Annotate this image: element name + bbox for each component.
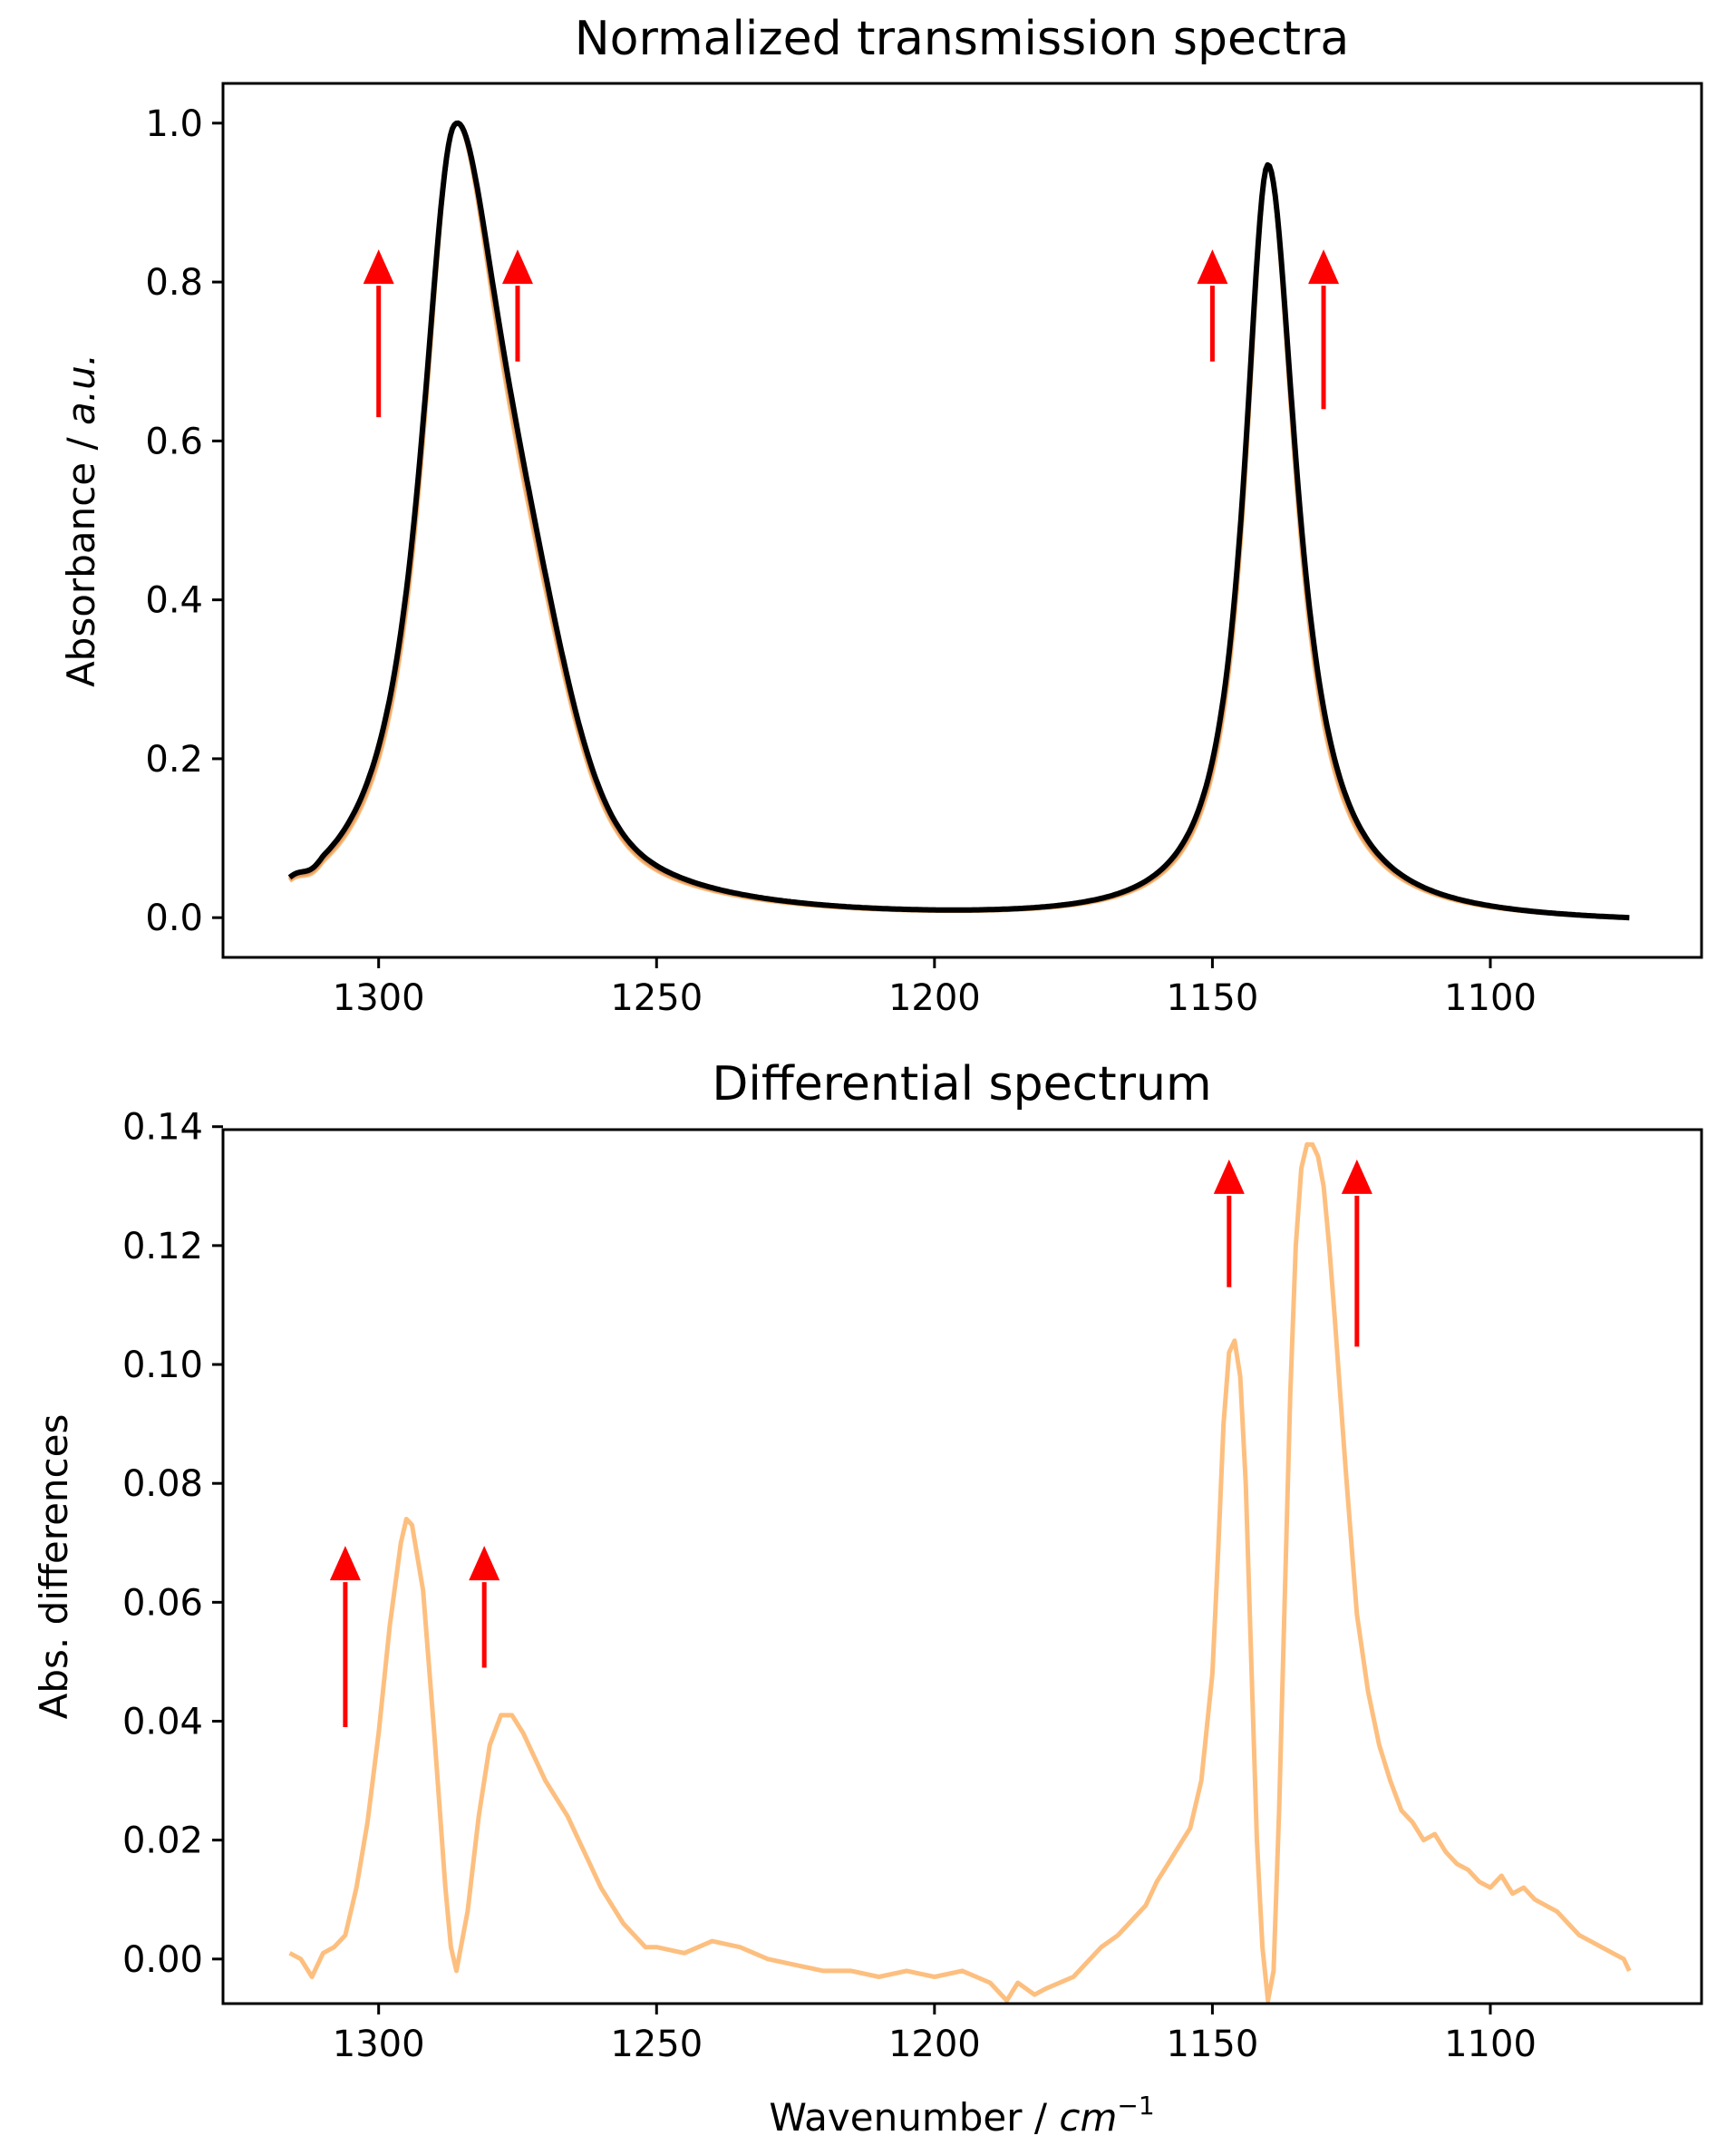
xlabel-prefix: Wavenumber / <box>769 2095 1059 2140</box>
top-x-tick-label: 1250 <box>610 977 703 1019</box>
top-x-tick-label: 1150 <box>1167 977 1259 1019</box>
bottom-arrow <box>1213 1159 1245 1287</box>
top-y-tick-label: 0.0 <box>145 898 203 939</box>
bottom-chart-xlabel: Wavenumber / cm−1 <box>769 2091 1154 2140</box>
bottom-series-line-differential <box>288 1141 1632 2004</box>
top-series-line-sample-2 <box>288 121 1630 920</box>
top-arrow-head <box>1308 249 1340 285</box>
top-arrows <box>363 249 1340 418</box>
bottom-y-tick-label: 0.10 <box>122 1344 203 1386</box>
bottom-arrow-head <box>1341 1159 1372 1194</box>
top-arrow <box>1197 249 1228 362</box>
bottom-y-tick-label: 0.08 <box>122 1463 203 1505</box>
top-plot-frame <box>221 82 1703 959</box>
top-arrow-head <box>501 249 533 285</box>
bottom-x-tick-label: 1250 <box>610 2024 703 2065</box>
top-ylabel-unit: a.u. <box>59 354 103 425</box>
top-y-tick-label: 1.0 <box>145 103 203 145</box>
bottom-arrow-head <box>329 1546 361 1581</box>
top-chart-ylabel: Absorbance / a.u. <box>59 354 103 687</box>
bottom-arrow <box>1341 1159 1372 1347</box>
bottom-x-ticks: 1300 1250 1200 1150 1100 <box>333 2004 1537 2065</box>
bottom-arrows <box>329 1159 1372 1728</box>
top-y-tick-label: 0.8 <box>145 262 203 304</box>
bottom-chart: Differential spectrum Abs. differences W… <box>32 1057 1703 2140</box>
bottom-chart-ylabel: Abs. differences <box>32 1414 76 1720</box>
bottom-x-tick-label: 1150 <box>1167 2024 1259 2065</box>
bottom-series <box>288 1141 1632 2004</box>
top-arrow <box>1308 249 1340 410</box>
bottom-y-tick-label: 0.00 <box>122 1939 203 1981</box>
bottom-y-tick-label: 0.14 <box>122 1107 203 1149</box>
top-series <box>287 120 1631 921</box>
bottom-y-tick-label: 0.04 <box>122 1702 203 1743</box>
top-ylabel-prefix: Absorbance / <box>59 425 103 687</box>
top-y-ticks: 0.0 0.2 0.4 0.6 0.8 1.0 <box>145 103 223 939</box>
bottom-x-tick-label: 1300 <box>333 2024 425 2065</box>
top-series-line-sample-3 <box>288 121 1630 920</box>
top-y-tick-label: 0.4 <box>145 580 203 622</box>
top-series-line-sample-1 <box>288 121 1630 920</box>
bottom-plot-frame <box>221 1128 1703 2005</box>
bottom-y-ticks: 0.00 0.02 0.04 0.06 0.08 0.10 0.12 0.14 <box>122 1107 223 1981</box>
bottom-y-tick-label: 0.06 <box>122 1582 203 1624</box>
top-series-line-reference <box>287 120 1631 921</box>
xlabel-unit: cm <box>1059 2095 1117 2140</box>
bottom-chart-title: Differential spectrum <box>712 1057 1211 1111</box>
top-x-tick-label: 1200 <box>888 977 981 1019</box>
xlabel-exponent: −1 <box>1117 2091 1154 2121</box>
top-arrow <box>501 249 533 362</box>
top-x-ticks: 1300 1250 1200 1150 1100 <box>333 957 1537 1019</box>
bottom-x-tick-label: 1100 <box>1444 2024 1537 2065</box>
top-arrow-head <box>1197 249 1228 285</box>
top-arrow-head <box>363 249 394 285</box>
top-chart-title: Normalized transmission spectra <box>575 12 1349 66</box>
bottom-y-tick-label: 0.12 <box>122 1226 203 1267</box>
bottom-arrow-head <box>1213 1159 1245 1194</box>
bottom-arrow <box>469 1546 500 1668</box>
top-x-tick-label: 1300 <box>333 977 425 1019</box>
top-chart: Normalized transmission spectra Absorban… <box>59 12 1703 1019</box>
bottom-y-tick-label: 0.02 <box>122 1820 203 1862</box>
bottom-x-tick-label: 1200 <box>888 2024 981 2065</box>
bottom-arrow <box>329 1546 361 1728</box>
top-x-tick-label: 1100 <box>1444 977 1537 1019</box>
top-arrow <box>363 249 394 418</box>
top-y-tick-label: 0.6 <box>145 421 203 462</box>
top-y-tick-label: 0.2 <box>145 739 203 781</box>
bottom-arrow-head <box>469 1546 500 1581</box>
